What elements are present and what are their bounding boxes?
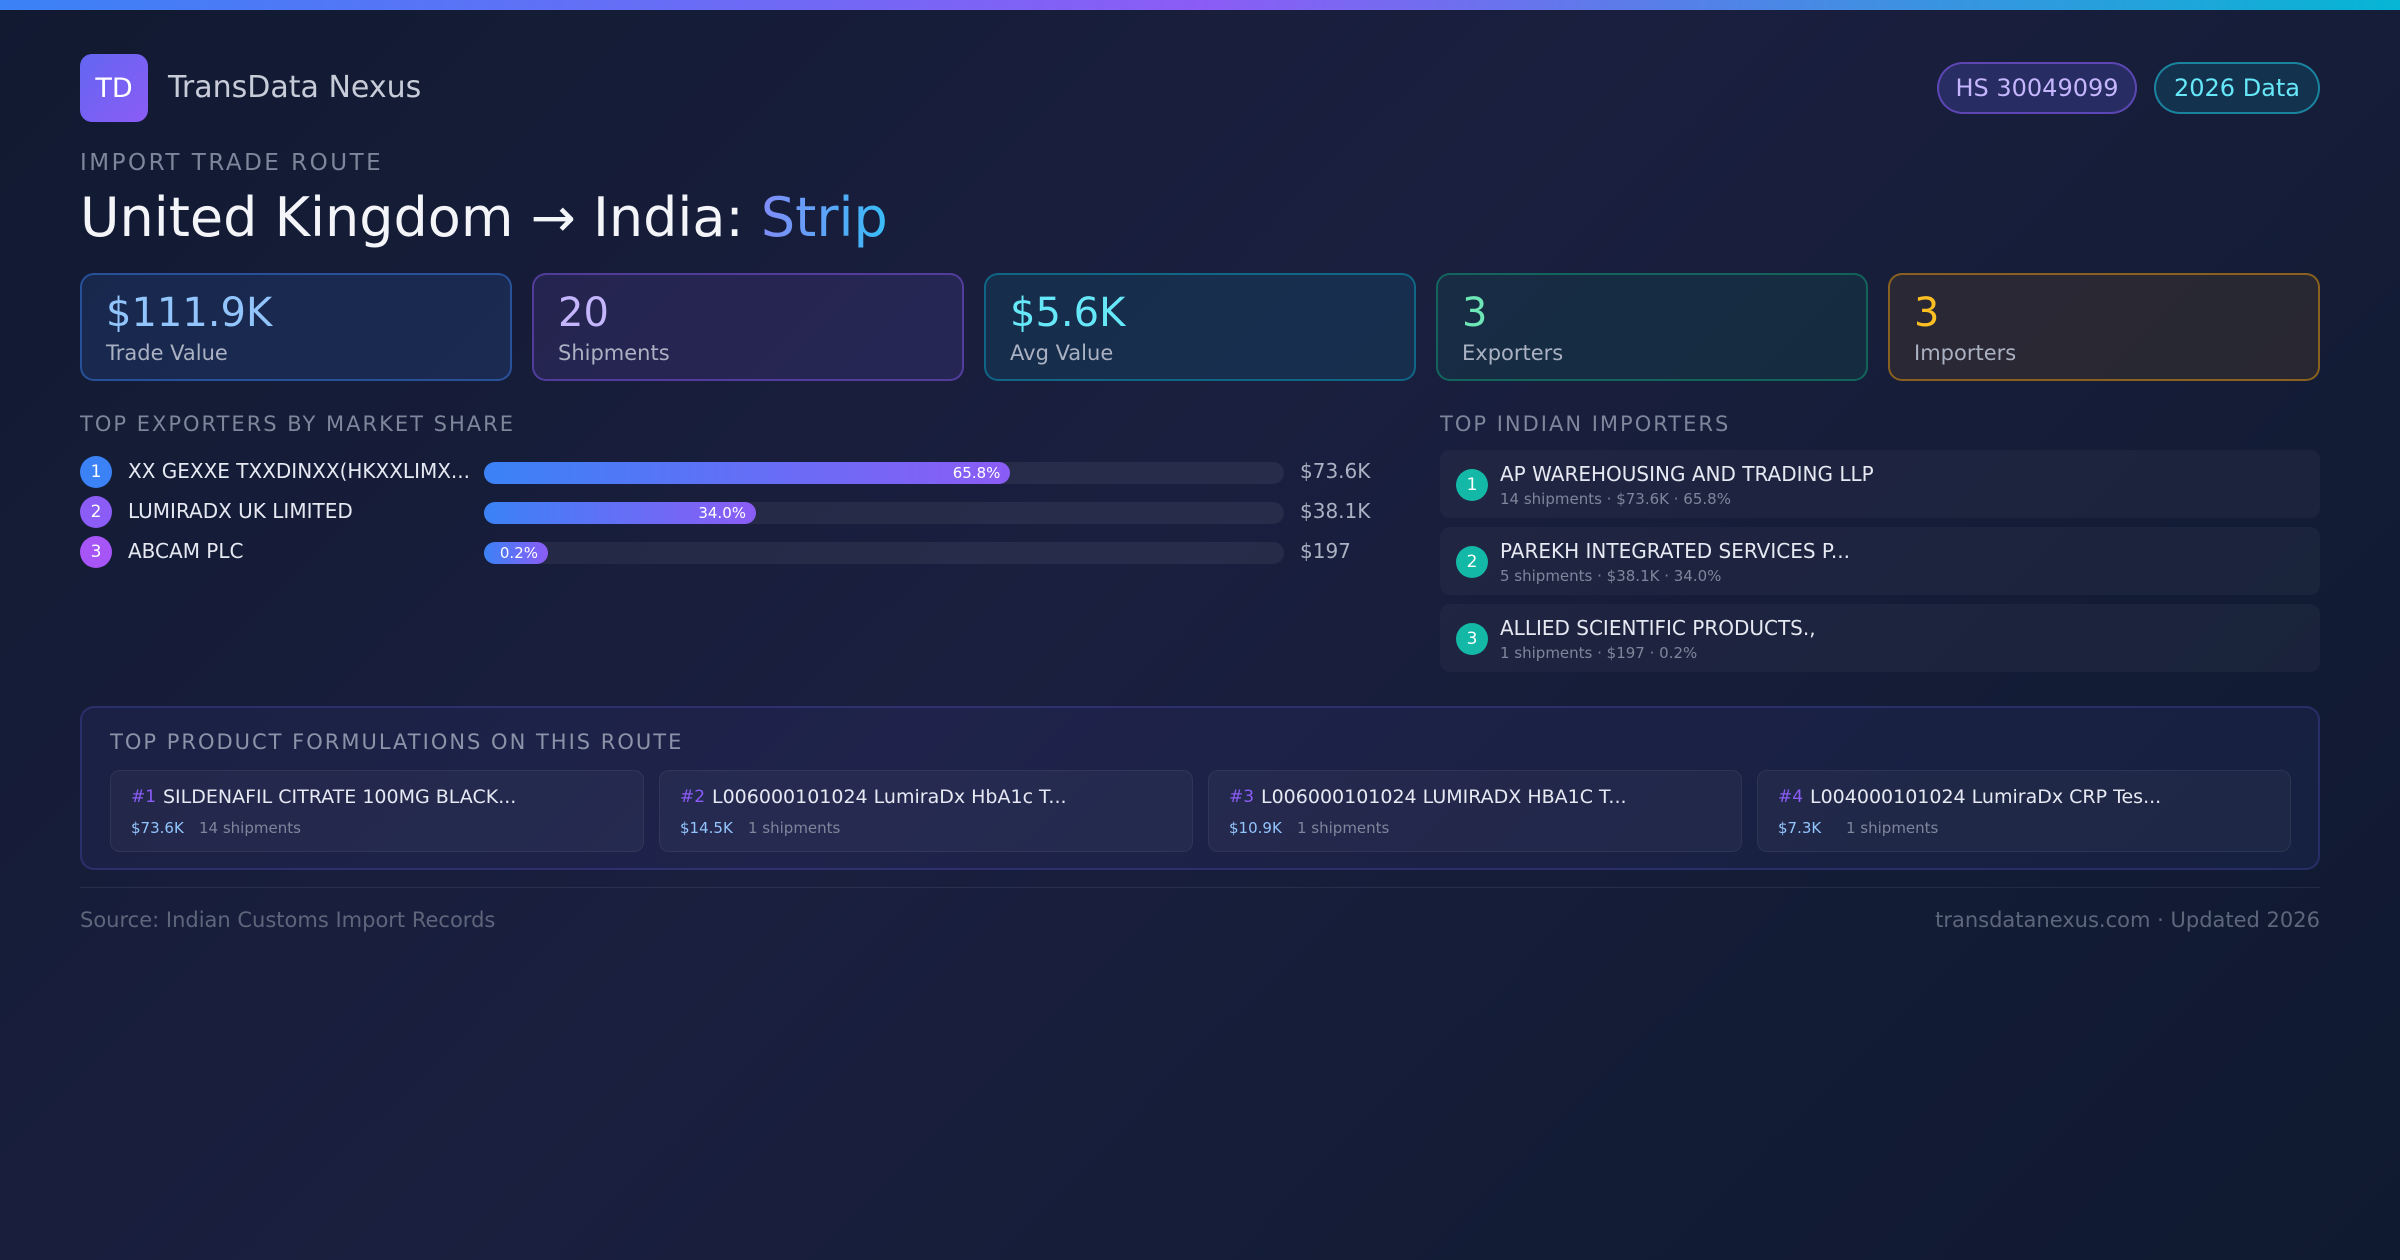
stat-cards: $111.9K Trade Value 20 Shipments $5.6K A…	[80, 273, 2320, 381]
route-title: United Kingdom → India:	[80, 186, 761, 249]
stat-value: $5.6K	[1010, 290, 1126, 336]
source-note: Source: Indian Customs Import Records	[80, 908, 496, 932]
rank-badge: 1	[1456, 469, 1488, 501]
exporter-name: ABCAM PLC	[128, 539, 244, 563]
share-percent: 0.2%	[499, 544, 538, 562]
product-rank: #1	[131, 787, 157, 807]
exporters-heading: TOP EXPORTERS BY MARKET SHARE	[80, 412, 516, 436]
exporter-row[interactable]: 1 XX GEXXE TXXDINXX(HKXXLIMX... 65.8% $7…	[80, 450, 1390, 490]
product-shipments: 1 shipments	[748, 819, 841, 837]
product-card[interactable]: #3 L006000101024 LUMIRADX HBA1C T... $10…	[1208, 770, 1742, 852]
product-name: L006000101024 LumiraDx HbA1c T...	[712, 786, 1067, 808]
share-bar-fill: 65.8%	[484, 462, 1011, 484]
product-value: $73.6K	[131, 819, 184, 837]
header: TD TransData Nexus HS 30049099 2026 Data	[80, 10, 2320, 165]
product-shipments: 1 shipments	[1846, 819, 1939, 837]
exporter-row[interactable]: 3 ABCAM PLC 0.2% $197	[80, 530, 1390, 570]
brand-name[interactable]: TransData Nexus	[168, 70, 422, 105]
exporters-list: 1 XX GEXXE TXXDINXX(HKXXLIMX... 65.8% $7…	[80, 450, 1390, 570]
product-rank: #3	[1229, 787, 1255, 807]
footer-divider	[80, 887, 2320, 888]
importer-meta: 1 shipments · $197 · 0.2%	[1500, 644, 1698, 662]
product-value: $14.5K	[680, 819, 733, 837]
share-bar-fill: 34.0%	[484, 502, 756, 524]
rank-badge: 2	[80, 496, 112, 528]
route-eyebrow: IMPORT TRADE ROUTE	[80, 150, 384, 176]
share-bar-track: 65.8%	[484, 462, 1284, 484]
stat-label: Importers	[1914, 341, 2017, 365]
product-name: L004000101024 LumiraDx CRP Tes...	[1810, 786, 2162, 808]
rank-badge: 3	[1456, 623, 1488, 655]
top-accent-bar	[0, 0, 2400, 10]
stat-value: $111.9K	[106, 290, 273, 336]
stat-card-importers: 3 Importers	[1888, 273, 2320, 381]
stat-card-exporters: 3 Exporters	[1436, 273, 1868, 381]
importer-card[interactable]: 1 AP WAREHOUSING AND TRADING LLP 14 ship…	[1440, 450, 2320, 518]
stat-label: Exporters	[1462, 341, 1564, 365]
product-rank: #2	[680, 787, 706, 807]
importer-meta: 14 shipments · $73.6K · 65.8%	[1500, 490, 1731, 508]
product-shipments: 1 shipments	[1297, 819, 1390, 837]
rank-badge: 3	[80, 536, 112, 568]
importer-card[interactable]: 3 ALLIED SCIENTIFIC PRODUCTS., 1 shipmen…	[1440, 604, 2320, 672]
product-shipments: 14 shipments	[199, 819, 301, 837]
hs-code-badge: HS 30049099	[1937, 62, 2137, 114]
share-bar-track: 0.2%	[484, 542, 1284, 564]
stat-card-trade-value: $111.9K Trade Value	[80, 273, 512, 381]
product-card[interactable]: #2 L006000101024 LumiraDx HbA1c T... $14…	[659, 770, 1193, 852]
product-rank: #4	[1778, 787, 1804, 807]
stat-label: Avg Value	[1010, 341, 1114, 365]
share-percent: 65.8%	[952, 464, 1001, 482]
importer-name: ALLIED SCIENTIFIC PRODUCTS.,	[1500, 616, 1816, 640]
share-bar-fill: 0.2%	[484, 542, 548, 564]
share-percent: 34.0%	[698, 504, 746, 522]
exporter-name: XX GEXXE TXXDINXX(HKXXLIMX...	[128, 459, 471, 483]
year-badge: 2026 Data	[2154, 62, 2320, 114]
product-formulations-panel: TOP PRODUCT FORMULATIONS ON THIS ROUTE #…	[80, 706, 2320, 870]
exporter-name: LUMIRADX UK LIMITED	[128, 499, 353, 523]
importer-name: AP WAREHOUSING AND TRADING LLP	[1500, 462, 1874, 486]
exporter-value: $73.6K	[1300, 459, 1371, 483]
importer-meta: 5 shipments · $38.1K · 34.0%	[1500, 567, 1722, 585]
exporter-value: $197	[1300, 539, 1351, 563]
product-highlight: Strip	[760, 186, 888, 249]
stat-label: Trade Value	[106, 341, 228, 365]
product-name: L006000101024 LUMIRADX HBA1C T...	[1261, 786, 1627, 808]
rank-badge: 1	[80, 456, 112, 488]
stat-card-shipments: 20 Shipments	[532, 273, 964, 381]
product-card[interactable]: #4 L004000101024 LumiraDx CRP Tes... $7.…	[1757, 770, 2291, 852]
stat-label: Shipments	[558, 341, 670, 365]
product-value: $10.9K	[1229, 819, 1282, 837]
product-card[interactable]: #1 SILDENAFIL CITRATE 100MG BLACK... $73…	[110, 770, 644, 852]
importer-card[interactable]: 2 PAREKH INTEGRATED SERVICES P... 5 ship…	[1440, 527, 2320, 595]
exporter-value: $38.1K	[1300, 499, 1371, 523]
stat-card-avg-value: $5.6K Avg Value	[984, 273, 1416, 381]
site-link[interactable]: transdatanexus.com · Updated 2026	[1935, 908, 2320, 932]
importer-name: PAREKH INTEGRATED SERVICES P...	[1500, 539, 1850, 563]
products-heading: TOP PRODUCT FORMULATIONS ON THIS ROUTE	[110, 730, 684, 754]
exporter-row[interactable]: 2 LUMIRADX UK LIMITED 34.0% $38.1K	[80, 490, 1390, 530]
page-title: United Kingdom → India: Strip	[80, 186, 888, 249]
rank-badge: 2	[1456, 546, 1488, 578]
importers-heading: TOP INDIAN IMPORTERS	[1440, 412, 1731, 436]
share-bar-track: 34.0%	[484, 502, 1284, 524]
product-name: SILDENAFIL CITRATE 100MG BLACK...	[163, 786, 517, 808]
product-value: $7.3K	[1778, 819, 1822, 837]
stat-value: 3	[1462, 290, 1488, 336]
logo-badge[interactable]: TD	[80, 54, 148, 122]
stat-value: 3	[1914, 290, 1940, 336]
stat-value: 20	[558, 290, 609, 336]
page-content: TD TransData Nexus HS 30049099 2026 Data…	[80, 10, 2320, 932]
